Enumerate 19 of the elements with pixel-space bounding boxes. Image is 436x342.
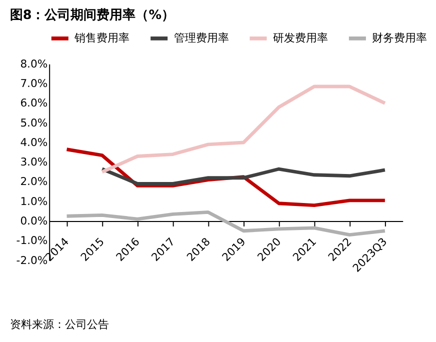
chart-title: 图8：公司期间费用率（%） [10, 6, 174, 23]
y-tick-label: -1.0% [16, 234, 48, 248]
y-tick-label: 2.0% [20, 175, 48, 188]
line-series [65, 210, 387, 237]
y-tick-label: 6.0% [20, 96, 48, 110]
legend-label: 财务费用率 [372, 31, 428, 44]
legend-label: 研发费用率 [272, 31, 328, 44]
y-tick-label: 0.0% [20, 214, 48, 228]
y-tick-label: 5.0% [20, 116, 48, 130]
legend-label: 管理费用率 [174, 31, 229, 44]
y-tick-label: 1.0% [20, 194, 48, 208]
y-tick-label: 3.0% [20, 156, 48, 169]
legend-label: 销售费用率 [74, 31, 130, 44]
text: 资料来源：公司公告 [10, 318, 109, 332]
line-series [100, 84, 387, 174]
y-tick-label: 4.0% [20, 136, 48, 149]
y-tick-label: 7.0% [20, 77, 48, 90]
line-series [100, 167, 387, 186]
y-tick-label: 8.0% [20, 57, 48, 70]
